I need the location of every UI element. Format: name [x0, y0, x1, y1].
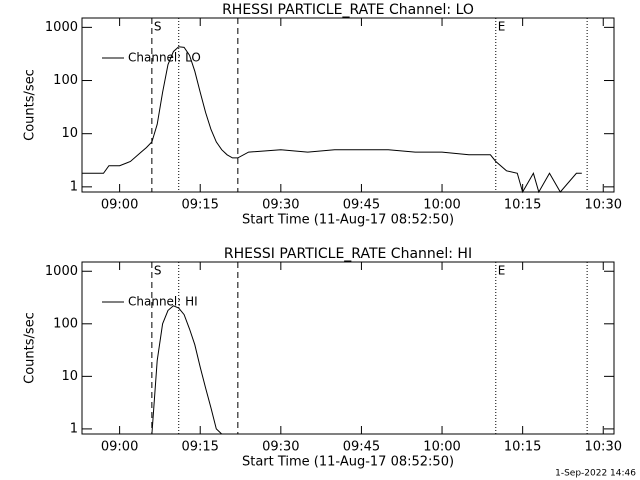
- x-tick-label: 09:30: [262, 198, 299, 213]
- plot-frame: [81, 17, 615, 193]
- x-axis-label: Start Time (11-Aug-17 08:52:50): [242, 213, 454, 228]
- x-tick-label: 10:15: [504, 440, 541, 455]
- y-tick-label: 10: [61, 126, 78, 141]
- plot-frame: [81, 261, 615, 435]
- x-tick-label: 10:00: [423, 440, 460, 455]
- x-tick-label: 09:30: [262, 440, 299, 455]
- x-tick-label: 09:45: [343, 198, 380, 213]
- y-axis-label: Counts/sec: [23, 69, 38, 141]
- y-tick-label: 1000: [45, 20, 78, 35]
- footer: 1-Sep-2022 14:46: [555, 469, 636, 479]
- marker-label: S: [154, 264, 162, 278]
- marker-label: S: [154, 20, 162, 34]
- x-tick-label: 09:15: [181, 198, 218, 213]
- legend-label: Channel: HI: [128, 295, 198, 309]
- y-tick-label: 10: [61, 369, 78, 384]
- y-tick-label: 100: [53, 73, 78, 88]
- x-tick-label: 09:00: [101, 440, 138, 455]
- marker-label: E: [498, 264, 506, 278]
- y-tick-label: 1: [70, 421, 78, 436]
- x-tick-label: 10:30: [585, 440, 622, 455]
- y-axis-label: Counts/sec: [23, 312, 38, 384]
- y-tick-label: 1: [70, 179, 78, 194]
- chart-title: RHESSI PARTICLE_RATE Channel: HI: [224, 246, 472, 262]
- y-tick-label: 1000: [45, 264, 78, 279]
- x-tick-label: 09:45: [343, 440, 380, 455]
- x-tick-label: 09:15: [181, 440, 218, 455]
- legend-label: Channel: LO: [128, 51, 201, 65]
- chart-title: RHESSI PARTICLE_RATE Channel: LO: [222, 2, 474, 18]
- x-axis-label: Start Time (11-Aug-17 08:52:50): [242, 455, 454, 470]
- x-tick-label: 10:00: [423, 198, 460, 213]
- data-line: [151, 305, 223, 435]
- x-tick-label: 10:15: [504, 198, 541, 213]
- x-tick-label: 10:30: [585, 198, 622, 213]
- data-line: [82, 46, 582, 194]
- y-tick-label: 100: [53, 316, 78, 331]
- x-tick-label: 09:00: [101, 198, 138, 213]
- marker-label: E: [498, 20, 506, 34]
